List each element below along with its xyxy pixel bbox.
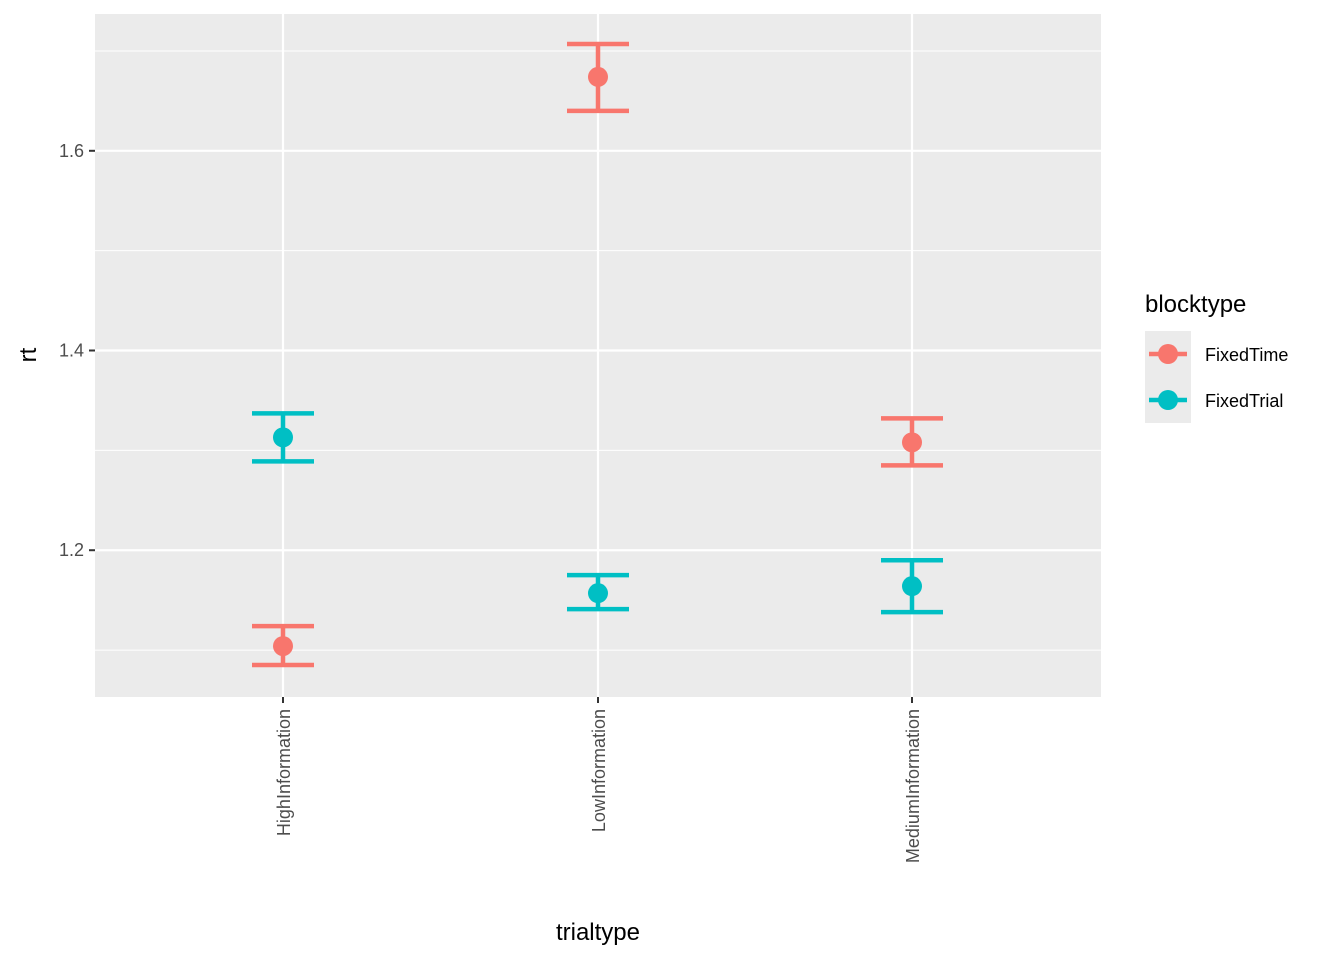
chart-marks xyxy=(252,41,943,668)
y-axis-title: rt xyxy=(15,347,42,362)
legend-key-point xyxy=(1158,344,1178,364)
data-point xyxy=(588,583,608,604)
data-point xyxy=(902,432,922,453)
legend-items: FixedTime FixedTrial xyxy=(1145,331,1288,423)
legend: blocktype FixedTime FixedTrial xyxy=(1145,291,1288,423)
data-point xyxy=(588,66,608,87)
data-point xyxy=(902,576,922,597)
x-axis-title: trialtype xyxy=(556,919,640,946)
x-axis: HighInformation LowInformation MediumInfor… xyxy=(274,697,923,863)
legend-label: FixedTrial xyxy=(1205,391,1283,411)
y-tick-label: 1.6 xyxy=(59,141,84,161)
x-tick-label: LowInformation xyxy=(589,709,609,832)
x-tick-label: MediumInformation xyxy=(903,709,923,863)
x-tick-label: HighInformation xyxy=(274,709,294,836)
legend-key-point xyxy=(1158,390,1178,410)
legend-title: blocktype xyxy=(1145,291,1246,318)
data-point xyxy=(273,636,293,657)
y-tick-label: 1.2 xyxy=(59,540,84,560)
legend-label: FixedTime xyxy=(1205,345,1288,365)
data-point xyxy=(273,427,293,448)
y-tick-label: 1.4 xyxy=(59,341,84,361)
y-axis: 1.2 1.4 1.6 xyxy=(59,141,95,560)
